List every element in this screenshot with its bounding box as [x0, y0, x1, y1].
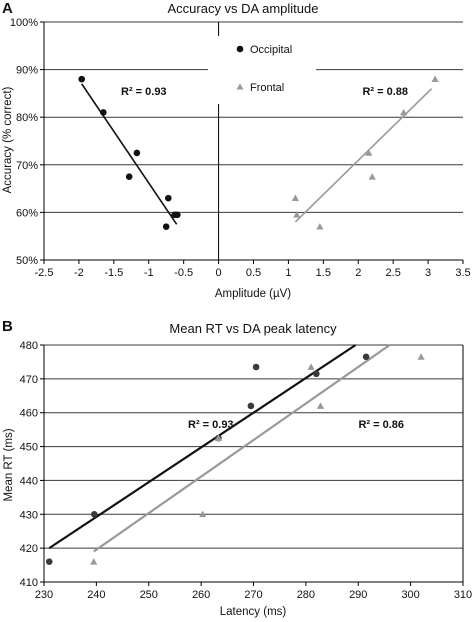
panel-a-y-tick-label: 70%	[16, 160, 38, 172]
panel-a-frontal-point	[293, 211, 301, 218]
panel-a-y-axis-label: Accuracy (% correct)	[2, 86, 14, 193]
panel-a-x-tick-label: -1.5	[104, 267, 123, 279]
panel-b-frontal-point	[417, 353, 425, 360]
panel-a-legend: Occipital Frontal	[208, 36, 316, 104]
panel-a-x-tick-label: 1	[285, 267, 291, 279]
panel-a-x-tick-label: -0.5	[174, 267, 193, 279]
panel-b-x-tick-label: 240	[87, 589, 105, 601]
legend-frontal-label: Frontal	[250, 82, 284, 94]
panel-a-occipital-r2-label: R² = 0.93	[121, 86, 167, 98]
panel-a-frontal-point	[368, 173, 376, 180]
panel-b-y-tick-label: 460	[20, 408, 38, 420]
panel-b-occipital-point	[362, 353, 370, 361]
panel-a-x-tick-label: 1.5	[316, 267, 331, 279]
panel-a-x-tick-label: 2	[355, 267, 361, 279]
panel-b-y-axis-label: Mean RT (ms)	[3, 428, 15, 501]
panel-a-frontal-r2-label: R² = 0.88	[362, 86, 408, 98]
panel-b-frontal-trendline	[93, 344, 391, 553]
panel-a-y-tick-label: 100%	[10, 17, 38, 29]
panel-a-y-tick-label: 90%	[16, 65, 38, 77]
panel-b-title: Mean RT vs DA peak latency	[169, 321, 337, 336]
panel-b-x-axis-label: Latency (ms)	[220, 606, 287, 618]
panel-a-occipital-point	[174, 211, 181, 219]
panel-b-occipital-point	[313, 370, 320, 378]
panel-b-y-tick-label: 420	[20, 543, 38, 555]
panel-a-x-tick-label: -2	[74, 267, 84, 279]
panel-a-occipital-point	[165, 194, 172, 202]
panel-a-occipital-point	[133, 149, 141, 157]
panel-a-x-tick-label: 0	[216, 267, 222, 279]
panel-a-occipital-point	[125, 173, 133, 180]
panel-b-plot: 410 420 430 440 450 460 470 480 230 240 250 260 270 2…	[20, 340, 473, 601]
panel-b-frontal-point	[90, 558, 98, 565]
panel-b-frontal-point	[199, 510, 207, 518]
panel-a-frontal-point	[431, 75, 439, 82]
panel-a-frontal-point	[291, 194, 299, 201]
panel-a-plot: 50% 60% 70% 80% 90% 100% -2.5 -2 -1.5 -1 -0.5 0 0.5 1…	[10, 17, 471, 279]
panel-b-x-tick-label: 250	[140, 589, 158, 601]
panel-a-y-tick-label: 80%	[16, 112, 38, 124]
panel-b-occipital-point	[247, 402, 255, 410]
panel-b-y-tick-label: 440	[20, 475, 38, 487]
panel-b-occipital-r2-label: R² = 0.93	[188, 419, 234, 431]
legend-occipital-marker	[236, 45, 244, 53]
panel-b-x-tick-label: 290	[349, 589, 367, 601]
panel-b-frontal-r2-label: R² = 0.86	[358, 419, 404, 431]
panel-a-occipital-point	[78, 75, 86, 83]
panel-a-occipital-trendline	[81, 83, 178, 225]
panel-b-letter: B	[2, 318, 13, 335]
panel-a-x-tick-label: 2.5	[386, 267, 401, 279]
panel-a-occipital-point	[100, 109, 107, 116]
panel-a-frontal-trendline	[294, 88, 433, 223]
panel-a-x-tick-label: 0.5	[246, 267, 261, 279]
panel-a-frontal-point	[400, 108, 408, 116]
panel-b-y-tick-label: 430	[20, 509, 38, 521]
panel-a-letter: A	[2, 0, 13, 17]
legend-frontal-marker	[236, 83, 244, 90]
panel-b-occipital-point	[252, 363, 260, 371]
panel-a-title: Accuracy vs DA amplitude	[167, 1, 318, 16]
panel-a-legend-box	[208, 36, 316, 104]
panel-a-x-tick-label: 3.5	[455, 267, 470, 279]
panel-b-x-tick-label: 300	[401, 589, 419, 601]
panel-b-frontal-point	[214, 434, 223, 441]
panel-b-x-tick-label: 230	[35, 589, 53, 601]
panel-a-y-tick-label: 50%	[16, 255, 38, 267]
panel-b-occipital-trendline	[48, 344, 357, 550]
panel-a-occipital-point	[162, 223, 170, 230]
panel-a-y-tick-label: 60%	[16, 207, 38, 219]
panel-b-occipital-point	[45, 558, 53, 565]
panel-b-x-tick-label: 270	[244, 589, 262, 601]
panel-a-frontal-point	[365, 149, 373, 156]
panel-b-y-tick-label: 450	[20, 442, 38, 454]
panel-b-frontal-point	[307, 363, 315, 370]
panel-a-frontal-point	[316, 223, 324, 230]
panel-a-x-tick-label: -1	[144, 267, 154, 279]
panel-b-x-tick-label: 310	[454, 589, 472, 601]
panel-b-occipital-point	[90, 510, 98, 518]
panel-b-y-tick-label: 480	[20, 340, 38, 352]
panel-b-x-tick-label: 280	[297, 589, 315, 601]
panel-b-y-tick-label: 410	[20, 577, 38, 589]
panel-b-frontal-point	[316, 402, 325, 409]
panel-b-x-tick-label: 260	[192, 589, 210, 601]
panel-b-y-tick-label: 470	[20, 374, 38, 386]
panel-a-x-tick-label: -2.5	[35, 267, 54, 279]
panel-a-x-tick-label: 3	[425, 267, 431, 279]
legend-occipital-label: Occipital	[250, 44, 292, 56]
panel-a-x-axis-label: Amplitude (µV)	[215, 288, 291, 300]
